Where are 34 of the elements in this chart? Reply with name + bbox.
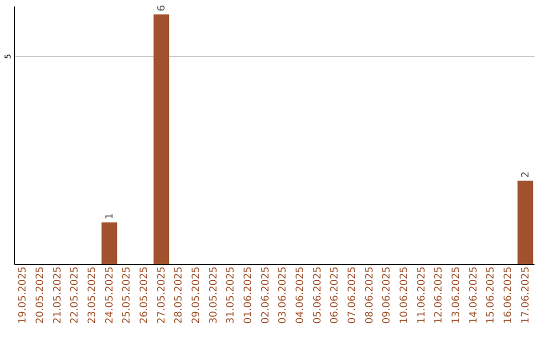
x-tick-label: 04.06.2025 bbox=[295, 266, 306, 324]
data-label: 6 bbox=[156, 4, 168, 12]
x-tick-label: 20.05.2025 bbox=[35, 266, 46, 324]
x-tick-label: 21.05.2025 bbox=[52, 266, 64, 324]
x-tick-label: 11.06.2025 bbox=[416, 266, 428, 324]
x-tick-label: 28.05.2025 bbox=[174, 266, 185, 324]
x-tick-label: 16.06.2025 bbox=[503, 266, 514, 324]
x-tick-label: 13.06.2025 bbox=[451, 266, 462, 324]
x-tick-label: 07.06.2025 bbox=[347, 266, 358, 324]
x-tick-label: 23.05.2025 bbox=[87, 266, 98, 324]
x-tick-label: 29.05.2025 bbox=[191, 266, 202, 324]
x-tick-label: 22.05.2025 bbox=[70, 266, 81, 324]
x-tick-label: 02.06.2025 bbox=[260, 266, 272, 324]
x-tick-label: 19.05.2025 bbox=[18, 266, 29, 324]
data-label: 1 bbox=[104, 213, 116, 220]
x-tick-label: 31.05.2025 bbox=[226, 266, 237, 324]
x-tick-label: 06.06.2025 bbox=[330, 266, 341, 324]
x-tick-label: 27.05.2025 bbox=[156, 266, 168, 324]
x-tick-label: 24.05.2025 bbox=[104, 266, 116, 324]
x-tick-label: 05.06.2025 bbox=[312, 266, 324, 324]
x-tick-label: 03.06.2025 bbox=[278, 266, 289, 324]
data-label: 2 bbox=[520, 171, 532, 178]
y-tick-label: 5 bbox=[4, 54, 12, 59]
x-tick-label: 30.05.2025 bbox=[208, 266, 220, 324]
x-tick-label: 10.06.2025 bbox=[399, 266, 410, 324]
x-tick-label: 09.06.2025 bbox=[382, 266, 393, 324]
x-tick-label: 17.06.2025 bbox=[520, 266, 532, 324]
x-tick-label: 15.06.2025 bbox=[486, 266, 497, 324]
x-tick-label: 26.05.2025 bbox=[139, 266, 150, 324]
x-tick-label: 12.06.2025 bbox=[434, 266, 445, 324]
x-tick-label: 25.05.2025 bbox=[122, 266, 133, 324]
x-tick-label: 14.06.2025 bbox=[468, 266, 480, 324]
x-tick-label: 08.06.2025 bbox=[364, 266, 376, 324]
x-tick-label: 01.06.2025 bbox=[243, 266, 254, 324]
